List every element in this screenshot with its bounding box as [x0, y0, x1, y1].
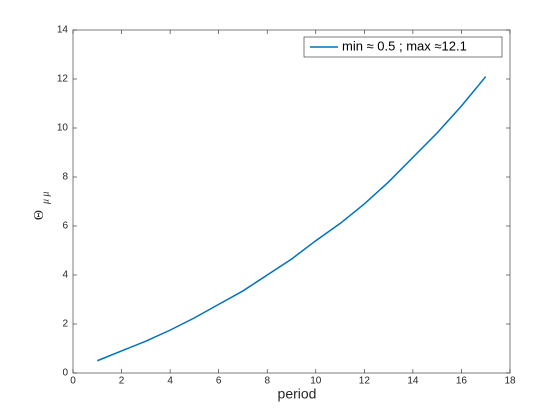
legend-box: [303, 36, 503, 58]
x-tick-label: 16: [456, 376, 468, 387]
legend-label: min ≈ 0.5 ; max ≈12.1: [342, 38, 467, 53]
x-tick-label: 2: [119, 376, 125, 387]
x-tick-label: 6: [216, 376, 222, 387]
y-tick-label: 4: [62, 270, 68, 281]
x-tick-label: 10: [310, 376, 322, 387]
y-label-subscript: μ μ: [40, 191, 51, 205]
y-axis-label: Θ μ μ: [32, 191, 51, 220]
x-tick-label: 12: [359, 376, 371, 387]
x-tick-label: 0: [70, 376, 76, 387]
x-axis-label: period: [278, 386, 317, 402]
y-tick-label: 0: [62, 368, 68, 379]
y-tick-label: 10: [57, 123, 69, 134]
y-tick-label: 14: [57, 25, 69, 36]
plot-area: [72, 29, 511, 374]
y-tick-label: 6: [62, 221, 68, 232]
y-tick-label: 8: [62, 172, 68, 183]
x-tick-label: 8: [264, 376, 270, 387]
y-tick-label: 2: [62, 319, 68, 330]
x-tick-label: 18: [504, 376, 516, 387]
x-tick-label: 14: [407, 376, 419, 387]
x-tick-label: 4: [167, 376, 173, 387]
data-line: [96, 76, 487, 362]
y-tick-label: 12: [57, 74, 69, 85]
y-label-symbol: Θ: [32, 210, 47, 220]
